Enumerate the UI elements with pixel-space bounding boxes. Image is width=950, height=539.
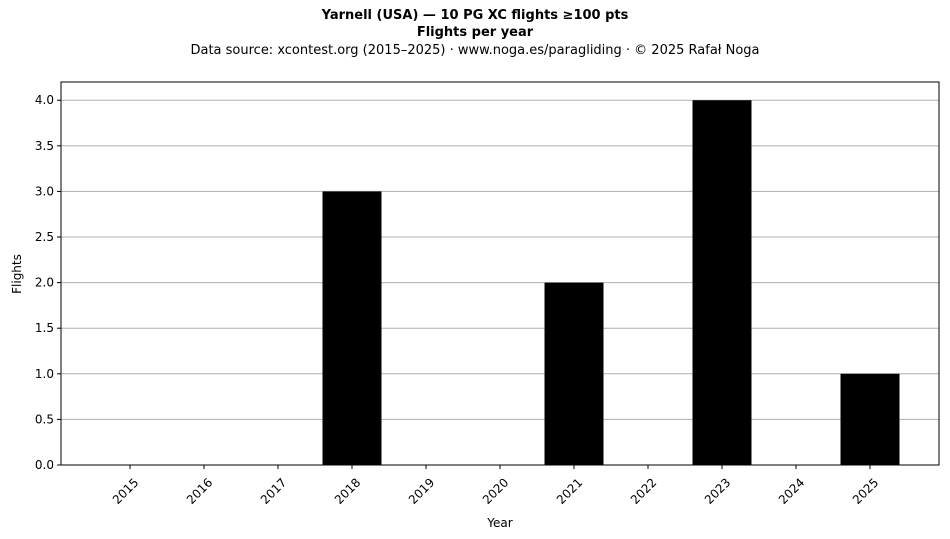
bar-2025: [840, 373, 900, 465]
y-tick-label: 2.0: [35, 276, 54, 290]
x-tick-label: 2025: [850, 475, 881, 506]
y-tick-label: 1.0: [35, 367, 54, 381]
x-tick-label: 2018: [332, 475, 363, 506]
x-axis-ticks: 2015 2016 2017 2018 2019 2020 2021 2022 2023 2024…: [110, 465, 881, 507]
x-tick-label: 2015: [110, 475, 141, 506]
y-tick-label: 1.5: [35, 321, 54, 335]
grid-lines: [61, 99, 939, 466]
y-tick-label: 0.0: [35, 458, 54, 472]
y-tick-label: 0.5: [35, 412, 54, 426]
bars: [322, 100, 900, 465]
bar-2021: [544, 282, 604, 465]
x-tick-label: 2024: [776, 475, 807, 506]
x-tick-label: 2017: [258, 475, 289, 506]
x-tick-label: 2016: [184, 475, 215, 506]
chart-subtitle: Flights per year: [416, 25, 534, 40]
plot-frame: [60, 81, 940, 466]
y-tick-label: 2.5: [35, 230, 54, 244]
x-tick-label: 2019: [406, 475, 437, 506]
x-tick-label: 2021: [554, 475, 585, 506]
y-tick-label: 4.0: [35, 93, 54, 107]
bar-2023: [692, 100, 752, 465]
chart-title: Yarnell (USA) — 10 PG XC flights ≥100 pt…: [321, 8, 629, 23]
y-tick-label: 3.0: [35, 184, 54, 198]
y-axis-title: Flights: [10, 254, 24, 294]
y-tick-label: 3.5: [35, 139, 54, 153]
x-tick-label: 2022: [628, 475, 659, 506]
x-axis-title: Year: [486, 516, 512, 530]
chart-source-note: Data source: xcontest.org (2015–2025) · …: [190, 43, 760, 58]
bar-2018: [322, 191, 382, 465]
y-axis-ticks: 0.0 0.5 1.0 1.5 2.0 2.5 3.0 3.5 4.0: [35, 93, 61, 472]
x-tick-label: 2023: [702, 475, 733, 506]
x-tick-label: 2020: [480, 475, 511, 506]
